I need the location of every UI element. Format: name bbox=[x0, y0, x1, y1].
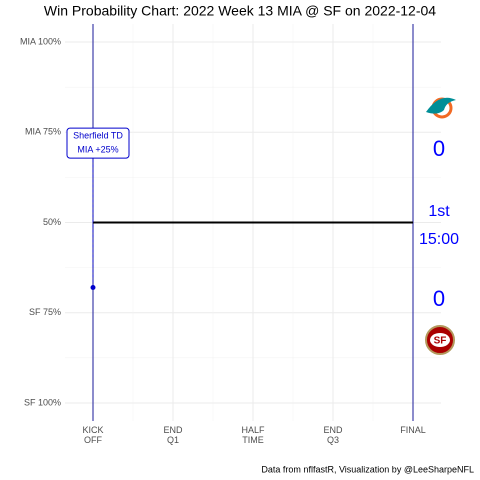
scoreboard-quarter: 1st bbox=[428, 203, 450, 220]
scoreboard-away-score: 0 bbox=[433, 136, 445, 161]
x-tick-label: END Q1 bbox=[163, 425, 183, 445]
scoreboard-clock: 15:00 bbox=[419, 231, 459, 248]
x-tick-label: KICK OFF bbox=[82, 425, 104, 445]
plot: MIA 100% MIA 75% 50% SF 75% SF 100% Sherfield… bbox=[20, 24, 459, 421]
y-tick-label: 50% bbox=[43, 217, 61, 227]
annotation-box bbox=[66, 127, 130, 159]
dolphins-logo bbox=[426, 97, 456, 119]
y-tick-label: SF 100% bbox=[24, 397, 61, 407]
annotation-text: Sherfield TD bbox=[73, 130, 123, 140]
highlight-point bbox=[90, 284, 96, 290]
annotation-text: MIA +25% bbox=[77, 144, 118, 154]
49ers-logo: SF bbox=[425, 325, 455, 355]
y-tick-label: MIA 75% bbox=[25, 127, 61, 137]
caption: Data from nflfastR, Visualization by @Le… bbox=[261, 464, 474, 474]
x-tick-label: HALF TIME bbox=[241, 425, 265, 445]
x-tick-label: END Q3 bbox=[323, 425, 343, 445]
x-tick-label: FINAL bbox=[400, 425, 426, 435]
y-tick-label: MIA 100% bbox=[20, 36, 61, 46]
chart-title: Win Probability Chart: 2022 Week 13 MIA … bbox=[44, 3, 436, 19]
scoreboard-home-score: 0 bbox=[433, 286, 445, 311]
svg-text:SF: SF bbox=[434, 336, 447, 347]
y-tick-label: SF 75% bbox=[29, 307, 61, 317]
